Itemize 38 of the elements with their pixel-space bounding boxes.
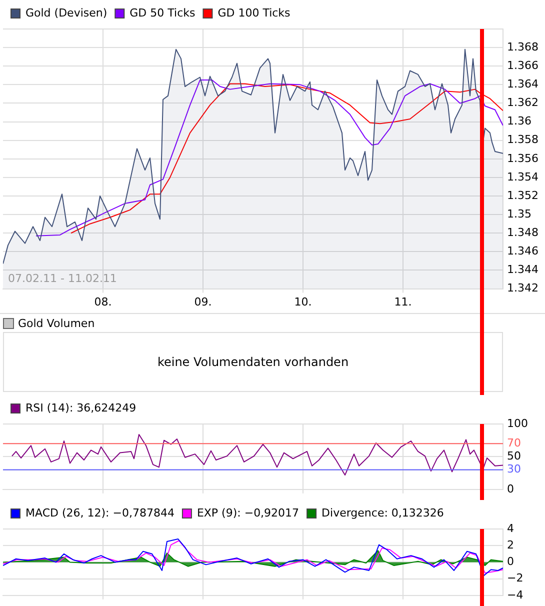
y-tick-label: −4 — [507, 588, 524, 602]
y-tick-label: 1.366 — [507, 58, 538, 72]
text: Gold Volumen — [18, 317, 95, 330]
y-tick-label: 50 — [507, 450, 521, 463]
x-tick-label: 11. — [394, 295, 412, 308]
legend-label: GD 100 Ticks — [218, 6, 291, 20]
x-tick-label: 09. — [194, 295, 212, 308]
y-tick-label: 1.354 — [507, 170, 538, 184]
legend-label: MACD (26, 12): −0,787844 — [26, 506, 174, 520]
legend-label: Gold (Devisen) — [26, 6, 108, 20]
y-tick-label: 1.362 — [507, 96, 538, 110]
text: keine Volumendaten vorhanden — [3, 332, 503, 392]
y-tick-label: 1.344 — [507, 263, 538, 276]
y-tick-label: 1.364 — [507, 78, 538, 91]
x-tick-label: 10. — [294, 295, 312, 308]
y-tick-label: 70 — [507, 436, 521, 450]
y-tick-label: 0 — [507, 555, 514, 568]
y-tick-label: 1.346 — [507, 244, 538, 258]
y-tick-label: 1.356 — [507, 152, 538, 165]
legend-label: EXP (9): −0,92017 — [196, 506, 300, 520]
y-tick-label: 1.352 — [507, 188, 538, 202]
y-tick-label: 4 — [507, 522, 514, 535]
y-tick-label: 1.358 — [507, 133, 538, 146]
legend-label: GD 50 Ticks — [130, 6, 196, 20]
y-tick-label: 100 — [507, 416, 528, 430]
annotation: 07.02.11 - 11.02.11 — [8, 272, 117, 286]
y-tick-label: 30 — [507, 462, 521, 476]
x-tick-label: 08. — [94, 295, 112, 308]
y-tick-label: 1.36 — [507, 114, 532, 128]
y-tick-label: −2 — [507, 572, 524, 585]
y-tick-label: 2 — [507, 538, 514, 552]
y-tick-label: 1.342 — [507, 282, 538, 295]
y-tick-label: 1.368 — [507, 40, 538, 54]
legend-label: RSI (14): 36,624249 — [26, 401, 136, 414]
y-tick-label: 0 — [507, 482, 514, 496]
legend-label: Divergence: 0,132326 — [322, 506, 444, 520]
y-tick-label: 1.348 — [507, 226, 538, 239]
y-tick-label: 1.35 — [507, 207, 532, 220]
